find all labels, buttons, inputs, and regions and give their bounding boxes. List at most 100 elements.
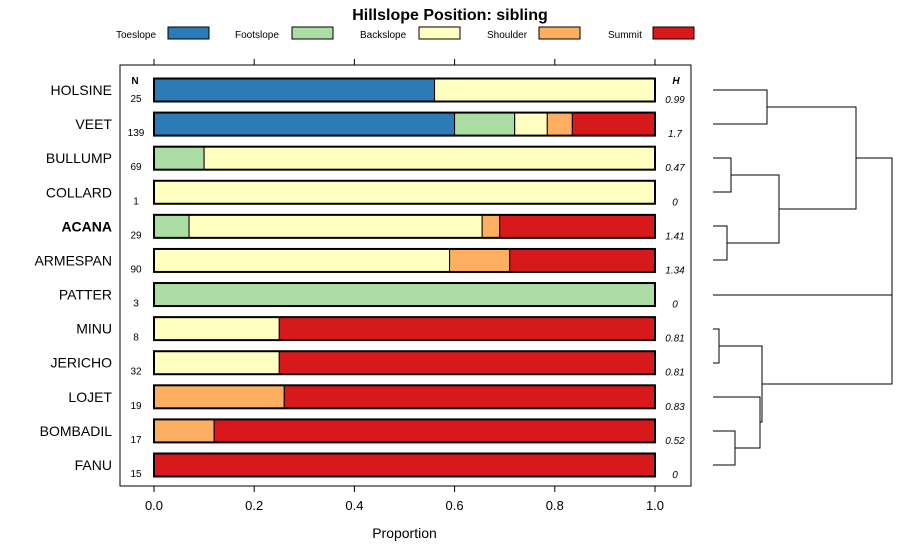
legend-label: Summit bbox=[608, 30, 642, 41]
bar-segment bbox=[153, 78, 436, 102]
bar-segment bbox=[153, 112, 456, 137]
bar-outline bbox=[153, 179, 656, 205]
bar-segment bbox=[153, 418, 215, 443]
h-value: 0 bbox=[672, 470, 678, 481]
x-axis: 0.0 0.2 0.4 0.6 0.8 1.0 bbox=[145, 59, 664, 513]
bar-segment bbox=[153, 180, 656, 205]
n-value: 1 bbox=[133, 196, 139, 207]
h-value: 0.52 bbox=[665, 436, 685, 447]
row-label: HOLSINE bbox=[51, 82, 112, 98]
n-column-header: N bbox=[131, 76, 138, 87]
n-value: 90 bbox=[130, 264, 142, 275]
chart-title: Hillslope Position: sibling bbox=[352, 7, 548, 24]
n-value: 17 bbox=[130, 435, 142, 446]
bar-segment bbox=[481, 214, 501, 239]
h-value: 0.47 bbox=[665, 163, 685, 174]
bar-segment bbox=[153, 248, 451, 273]
h-column-header: H bbox=[672, 76, 680, 87]
h-values: 0.99 1.7 0.47 0 1.41 1.34 0 0.81 0.81 0.83 0.52 0 bbox=[665, 95, 685, 481]
bar-segment bbox=[153, 146, 205, 171]
dendro-branch bbox=[856, 157, 893, 295]
bar-segment bbox=[454, 112, 516, 137]
dendro-branch bbox=[767, 106, 857, 210]
n-values: 25 139 69 1 29 90 3 8 32 19 17 15 bbox=[128, 94, 145, 480]
bar-segment bbox=[509, 248, 656, 273]
bar-outline bbox=[153, 145, 656, 171]
bar-outline bbox=[153, 452, 656, 478]
dendro-branch bbox=[719, 345, 763, 423]
bar-outline bbox=[153, 384, 656, 410]
h-value: 1.34 bbox=[665, 265, 685, 276]
legend-swatch bbox=[652, 26, 695, 40]
bar-segment bbox=[153, 350, 280, 375]
x-tick-label: 0.8 bbox=[546, 498, 564, 513]
bar-outline bbox=[153, 350, 656, 376]
row-label: ACANA bbox=[61, 218, 112, 234]
row-label: PATTER bbox=[59, 287, 112, 303]
h-value: 0.99 bbox=[665, 95, 685, 106]
bar-segment bbox=[213, 418, 656, 443]
x-axis-label: Proportion bbox=[372, 525, 437, 541]
row-label: FANU bbox=[75, 457, 112, 473]
n-value: 25 bbox=[130, 94, 142, 105]
bar-segment bbox=[188, 214, 483, 239]
h-value: 1.7 bbox=[668, 129, 682, 140]
h-value: 0 bbox=[672, 300, 678, 311]
dendro-branch bbox=[713, 294, 893, 385]
legend-label: Backslope bbox=[360, 30, 407, 41]
legend-label: Toeslope bbox=[116, 30, 156, 41]
h-value: 0.81 bbox=[665, 368, 684, 379]
n-value: 139 bbox=[128, 128, 145, 139]
bar-outline bbox=[153, 247, 656, 273]
bar-segment bbox=[571, 112, 656, 137]
bar-outline bbox=[153, 282, 656, 308]
row-label: MINU bbox=[76, 321, 112, 337]
x-tick-label: 0.2 bbox=[245, 498, 263, 513]
legend-swatch bbox=[538, 26, 581, 40]
dendro-branch bbox=[713, 328, 720, 364]
n-value: 32 bbox=[130, 367, 142, 378]
legend-label: Footslope bbox=[235, 30, 279, 41]
row-label: VEET bbox=[75, 116, 112, 132]
bar-segment bbox=[283, 384, 656, 409]
row-label: JERICHO bbox=[51, 355, 113, 371]
n-value: 8 bbox=[133, 333, 139, 344]
bar-segment bbox=[153, 384, 285, 409]
row-label: BOMBADIL bbox=[40, 423, 113, 439]
legend-swatch bbox=[418, 26, 461, 40]
x-tick-label: 0.0 bbox=[145, 498, 163, 513]
bar-outline bbox=[153, 77, 656, 103]
row-label: BULLUMP bbox=[46, 150, 112, 166]
x-tick-label: 0.4 bbox=[345, 498, 363, 513]
h-value: 1.41 bbox=[665, 231, 684, 242]
bar-segment bbox=[153, 214, 190, 239]
row-label: LOJET bbox=[68, 389, 112, 405]
n-value: 29 bbox=[130, 230, 142, 241]
bar-segment bbox=[153, 452, 656, 477]
bars bbox=[153, 77, 656, 478]
bar-segment bbox=[153, 282, 656, 307]
row-label: ARMESPAN bbox=[34, 252, 112, 268]
dendrogram bbox=[713, 89, 893, 466]
row-labels: HOLSINE VEET BULLUMP COLLARD ACANA ARMESPAN PA… bbox=[34, 82, 112, 473]
n-value: 3 bbox=[133, 299, 139, 310]
legend-swatch bbox=[291, 26, 334, 40]
legend-label: Shoulder bbox=[487, 30, 528, 41]
bar-outline bbox=[153, 316, 656, 342]
bar-segment bbox=[514, 112, 548, 137]
x-tick-label: 0.6 bbox=[446, 498, 464, 513]
bar-segment bbox=[546, 112, 573, 137]
dendro-branch bbox=[713, 396, 761, 449]
bar-outline bbox=[153, 418, 656, 444]
n-value: 19 bbox=[130, 401, 142, 412]
bar-segment bbox=[203, 146, 656, 171]
h-value: 0 bbox=[672, 197, 678, 208]
n-value: 15 bbox=[130, 469, 142, 480]
bar-outline bbox=[153, 111, 656, 137]
dendro-branch bbox=[713, 225, 728, 261]
plot-panel bbox=[119, 64, 692, 487]
x-tick-label: 1.0 bbox=[646, 498, 664, 513]
bar-segment bbox=[278, 350, 656, 375]
legend-swatch bbox=[167, 26, 210, 40]
